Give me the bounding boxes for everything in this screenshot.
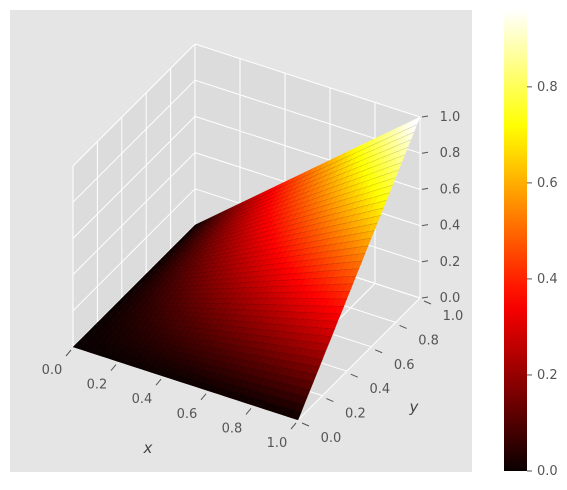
x-tick-label: 0.8 — [222, 421, 243, 436]
grid-line — [72, 43, 196, 167]
colorbar-tick-label: 0.4 — [537, 272, 558, 287]
grid-line — [72, 79, 196, 203]
colorbar-tick-label: 0.2 — [537, 368, 558, 383]
colorbar-ticks: 0.0 0.2 0.4 0.6 0.8 — [527, 80, 558, 479]
surface-ridge — [109, 310, 335, 330]
y-tick — [375, 349, 383, 354]
grid-line — [297, 297, 421, 421]
x-tick-label: 1.0 — [267, 436, 288, 451]
x-tick-label: 0.6 — [177, 407, 198, 422]
surface-ridge — [106, 313, 332, 337]
surface-patch — [292, 410, 302, 421]
surface-ridge — [155, 215, 381, 265]
z-tick-label: 0.0 — [440, 291, 461, 306]
surface-ridge — [130, 275, 356, 290]
surface-ridge — [118, 301, 344, 307]
z-tick-label: 0.4 — [440, 219, 461, 234]
surface-ridge — [121, 297, 347, 300]
z-tick — [421, 187, 429, 190]
x-tick — [155, 378, 162, 386]
x-axis-label: x — [143, 439, 153, 457]
surface-ridge — [112, 307, 338, 322]
colorbar-tick-label: 0.8 — [537, 80, 558, 95]
y-tick-label: 0.2 — [345, 407, 366, 422]
y-tick-label: 1.0 — [443, 309, 464, 324]
surface-ridge — [100, 319, 326, 353]
colorbar: 0.0 0.2 0.4 0.6 0.8 — [504, 10, 558, 479]
y-tick — [423, 300, 432, 305]
surface-ridge — [176, 162, 402, 244]
surface-ridge — [94, 325, 320, 368]
surface-mesh — [72, 116, 421, 421]
surface-ridge — [103, 316, 329, 345]
z-tick-label: 0.2 — [440, 255, 461, 270]
y-tick — [326, 398, 334, 403]
x-tick — [65, 349, 72, 357]
surface-ridge — [133, 268, 360, 287]
y-tick-label: 0.4 — [369, 382, 390, 397]
z-tick — [421, 224, 429, 227]
surface-ridge — [75, 343, 302, 413]
grid-line — [72, 152, 196, 275]
surface-ridge — [127, 283, 353, 293]
z-tick — [421, 115, 429, 118]
surface-ridge — [173, 169, 399, 247]
surface-ridge — [88, 331, 314, 383]
z-tick-label: 0.6 — [440, 182, 461, 197]
colorbar-tick-label: 0.6 — [537, 176, 558, 191]
surface-ridge — [161, 200, 387, 259]
x-tick — [200, 393, 207, 401]
surface-ridge — [170, 177, 396, 250]
surface-ridge — [167, 184, 393, 253]
surface-ridge — [158, 207, 384, 262]
x-tick — [245, 408, 252, 415]
back-pane-yz — [73, 44, 195, 347]
surface-ridge — [91, 328, 317, 375]
z-tick-label: 0.8 — [440, 146, 461, 161]
surface-ridge — [179, 154, 405, 241]
y-tick-label: 0.6 — [394, 358, 415, 373]
y-axis-label: y — [409, 398, 420, 416]
z-tick-label: 1.0 — [440, 110, 461, 125]
y-tick-label: 0.8 — [418, 333, 439, 348]
y-tick-label: 0.0 — [321, 431, 342, 446]
surface-ridge — [185, 139, 412, 235]
surface-ridge — [85, 334, 311, 390]
z-tick — [421, 260, 429, 263]
grid-line — [194, 43, 421, 118]
colorbar-tick-label: 0.0 — [537, 464, 558, 479]
x-tick-label: 0.0 — [42, 363, 63, 378]
surface-ridge — [164, 192, 390, 256]
surface-ridge — [97, 322, 323, 360]
surface-ridge — [191, 124, 418, 229]
x-tick — [110, 364, 117, 371]
surface-ridge — [79, 340, 305, 406]
surface-ridge — [152, 222, 378, 268]
surface-ridge — [146, 237, 372, 275]
surface-ridge — [124, 290, 350, 296]
surface-ridge — [140, 253, 366, 281]
x-tick-label: 0.2 — [87, 378, 108, 393]
surface-ridge — [82, 337, 308, 398]
grid-line — [72, 188, 196, 312]
y-tick — [350, 373, 358, 378]
z-tick — [421, 151, 429, 154]
surface-ridge — [115, 304, 341, 315]
z-tick — [421, 296, 429, 299]
axis-ticks: 0.00.20.40.60.81.0 0.00.20.40.60.81.00.00… — [42, 110, 464, 451]
surface-ridge — [143, 245, 369, 278]
y-tick — [301, 422, 310, 427]
surface-ridge — [182, 147, 408, 238]
surface-ridge — [188, 131, 415, 232]
surface-ridge — [149, 230, 375, 272]
surface-ridge — [137, 260, 363, 284]
colorbar-gradient — [504, 10, 527, 471]
grid-line — [72, 116, 196, 239]
x-tick-label: 0.4 — [132, 392, 153, 407]
x-tick — [290, 422, 297, 430]
y-tick — [399, 324, 407, 329]
